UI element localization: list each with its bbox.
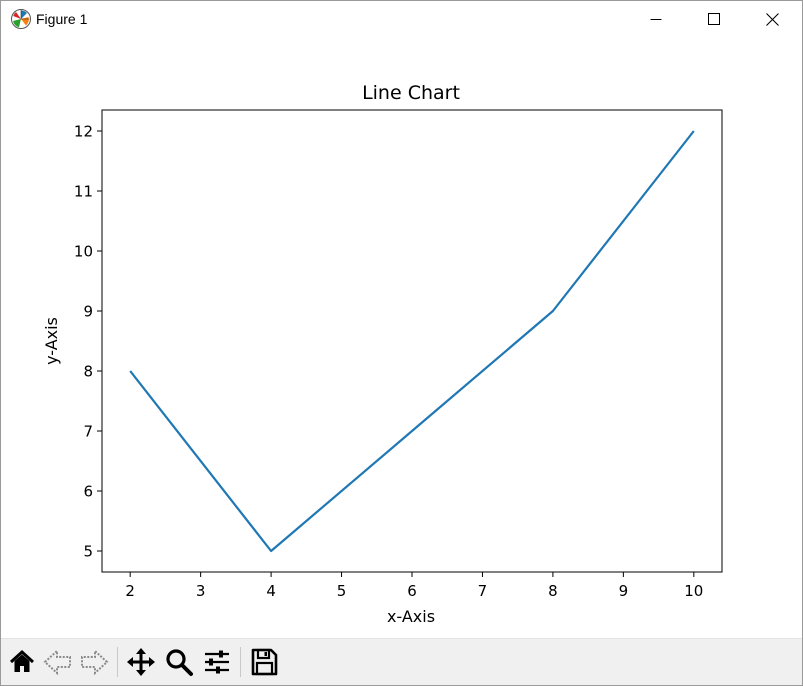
x-tick-label: 6 — [407, 582, 417, 600]
toolbar-separator — [240, 647, 241, 677]
y-tick-label: 5 — [83, 543, 93, 561]
window-title: Figure 1 — [36, 11, 88, 27]
minimize-button[interactable] — [627, 1, 685, 37]
chart-title: Line Chart — [362, 82, 460, 104]
zoom-button[interactable] — [162, 645, 196, 679]
x-tick-label: 7 — [478, 582, 488, 600]
y-tick-label: 11 — [74, 183, 93, 201]
save-floppy-icon — [249, 647, 279, 677]
pan-button[interactable] — [124, 645, 158, 679]
close-icon — [765, 12, 779, 26]
series-line — [129, 130, 695, 553]
x-tick-label: 2 — [125, 582, 135, 600]
x-axis-label: x-Axis — [387, 607, 435, 626]
toolbar-separator — [117, 647, 118, 677]
forward-button[interactable] — [77, 645, 111, 679]
save-button[interactable] — [247, 645, 281, 679]
x-tick-label: 4 — [266, 582, 276, 600]
x-tick-label: 3 — [196, 582, 206, 600]
y-tick-label: 9 — [83, 303, 93, 321]
y-tick-label: 8 — [83, 363, 93, 381]
y-tick-label: 12 — [74, 123, 93, 141]
forward-arrow-icon — [79, 648, 109, 676]
sliders-icon — [202, 647, 232, 677]
x-tick-label: 5 — [337, 582, 347, 600]
axes-frame — [101, 109, 723, 573]
x-tick-label: 8 — [548, 582, 558, 600]
home-icon — [8, 648, 36, 676]
minimize-icon — [650, 13, 662, 25]
back-button[interactable] — [41, 645, 75, 679]
x-tick-label: 9 — [619, 582, 629, 600]
y-tick-label: 10 — [74, 243, 93, 261]
configure-subplots-button[interactable] — [200, 645, 234, 679]
pan-move-icon — [126, 647, 156, 677]
y-tick-label: 6 — [83, 483, 93, 501]
home-button[interactable] — [5, 645, 39, 679]
y-axis-ticks: 5 6 7 8 9 10 11 12 — [74, 123, 102, 561]
series-layer — [129, 130, 695, 553]
line-chart: Line Chart 2 3 4 5 6 7 8 9 10 5 6 7 8 9 10 11 12 x-Axis… — [42, 82, 723, 626]
x-tick-label: 10 — [684, 582, 703, 600]
y-axis-label: y-Axis — [42, 317, 61, 365]
matplotlib-icon — [10, 8, 32, 30]
zoom-magnifier-icon — [164, 647, 194, 677]
figure-canvas[interactable]: Line Chart 2 3 4 5 6 7 8 9 10 5 6 7 8 9 10 11 12 x-Axis… — [1, 37, 802, 637]
maximize-icon — [708, 13, 720, 25]
maximize-button[interactable] — [685, 1, 743, 37]
close-button[interactable] — [743, 1, 801, 37]
navigation-toolbar — [1, 638, 802, 685]
y-tick-label: 7 — [83, 423, 93, 441]
title-bar[interactable]: Figure 1 — [1, 1, 802, 37]
back-arrow-icon — [43, 648, 73, 676]
x-axis-ticks: 2 3 4 5 6 7 8 9 10 — [125, 572, 703, 600]
